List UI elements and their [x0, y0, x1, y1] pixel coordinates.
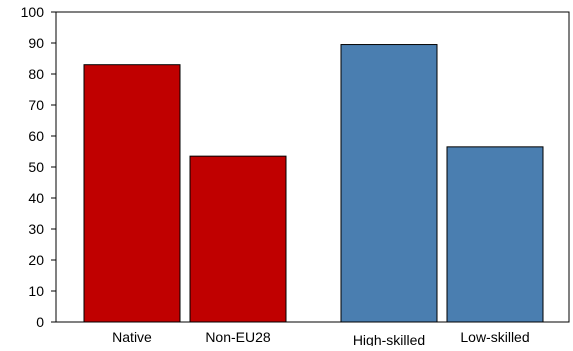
x-tick-label: Non-EU28 [205, 329, 271, 345]
bar-non-eu28 [189, 155, 287, 323]
y-tick-label: 60 [28, 128, 44, 144]
y-tick-label: 30 [28, 221, 44, 237]
y-tick-label: 10 [28, 283, 44, 299]
x-axis-labels: Native Non-EU28 High-skilled Low-skilled [112, 329, 529, 348]
bar-native [83, 64, 181, 323]
y-tick-label: 100 [21, 4, 45, 20]
bar-high-skilled [340, 44, 438, 323]
bar-low-skilled [446, 146, 544, 323]
y-tick-label: 90 [28, 35, 44, 51]
x-tick-label: High-skilled [353, 332, 425, 346]
y-axis: 0 10 20 30 40 50 60 70 80 90 100 [21, 4, 56, 330]
x-tick-label: Low-skilled [460, 329, 529, 345]
y-tick-label: 0 [36, 314, 44, 330]
y-tick-label: 80 [28, 66, 44, 82]
x-tick-label: Native [112, 329, 152, 345]
y-tick-label: 50 [28, 159, 44, 175]
bars-group [83, 44, 544, 323]
y-tick-label: 40 [28, 190, 44, 206]
y-tick-label: 70 [28, 97, 44, 113]
y-tick-label: 20 [28, 252, 44, 268]
